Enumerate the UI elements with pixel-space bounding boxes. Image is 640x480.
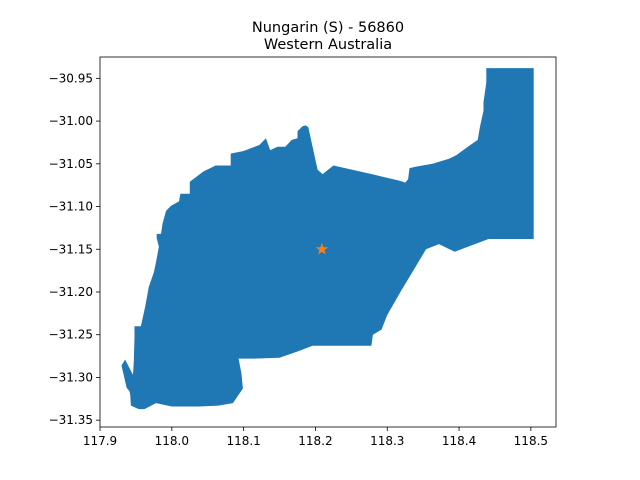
plot-area (121, 68, 534, 410)
axes-frame (99, 56, 557, 428)
y-tick-label: −31.20 (49, 285, 93, 299)
x-tick-label: 118.5 (514, 434, 548, 448)
x-tick-label: 117.9 (83, 434, 117, 448)
y-tick-label: −31.00 (49, 114, 93, 128)
y-tick-label: −31.05 (49, 157, 93, 171)
y-tick-label: −31.15 (49, 242, 93, 256)
x-axis: 117.9 118.0 118.1 118.2 118.3 118.4 118.5 (83, 427, 548, 448)
map-title-line2: Western Australia (264, 37, 392, 53)
y-tick-label: −31.10 (49, 200, 93, 214)
region-shape (121, 68, 534, 410)
x-tick-label: 118.4 (442, 434, 476, 448)
x-tick-label: 118.1 (226, 434, 260, 448)
x-tick-label: 118.0 (155, 434, 189, 448)
centroid-star-marker (315, 242, 329, 255)
map-title-line1: Nungarin (S) - 56860 (252, 20, 404, 36)
y-tick-label: −31.25 (49, 328, 93, 342)
x-tick-label: 118.2 (298, 434, 332, 448)
y-tick-label: −31.30 (49, 370, 93, 384)
y-tick-label: −30.95 (49, 71, 93, 85)
y-axis: −30.95 −31.00 −31.05 −31.10 −31.15 −31.20 −31.… (49, 71, 100, 427)
x-tick-label: 118.3 (370, 434, 404, 448)
y-tick-label: −31.35 (49, 413, 93, 427)
